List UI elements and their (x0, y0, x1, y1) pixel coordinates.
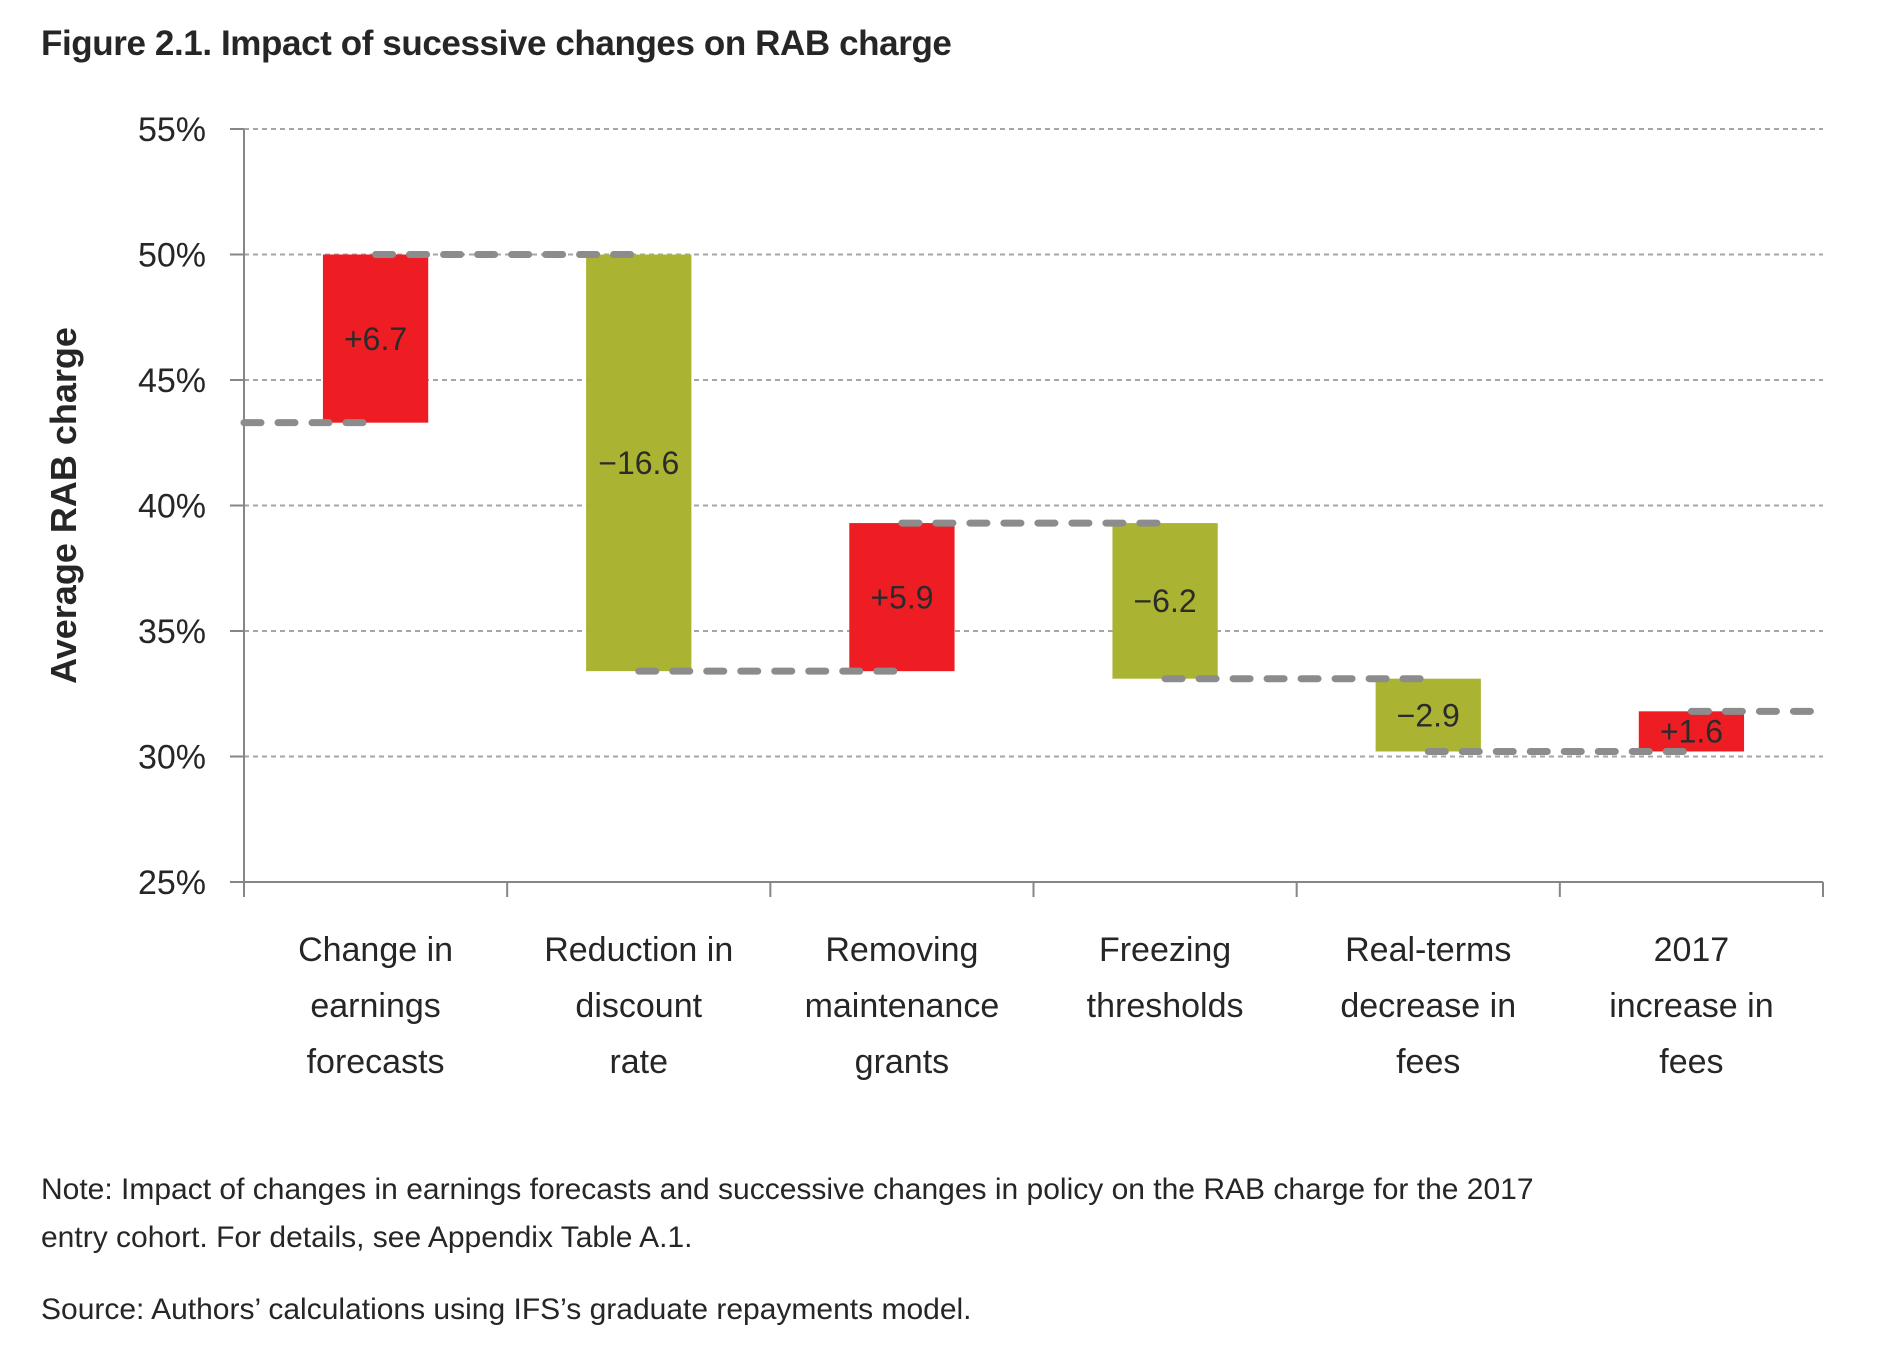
x-category-label-1: Change in earnings forecasts (298, 931, 454, 1081)
bar-value-label: −2.9 (1397, 697, 1460, 733)
y-tick-label: 35% (138, 613, 206, 651)
y-tick-label: 50% (138, 236, 206, 274)
waterfall-bar-5 (1375, 678, 1481, 752)
bar-value-label: −6.2 (1133, 583, 1196, 619)
y-tick-label: 30% (138, 738, 206, 776)
y-tick-label: 55% (138, 111, 206, 149)
x-category-label-3: Removing maintenance grants (804, 931, 1000, 1081)
bar-value-label: +1.6 (1660, 714, 1723, 750)
chart-source: Source: Authors’ calculations using IFS’… (41, 1293, 972, 1326)
x-category-label-6: 2017 increase in fees (1609, 931, 1774, 1081)
waterfall-bar-4 (1112, 523, 1218, 679)
bar-value-label: +6.7 (344, 321, 407, 357)
y-axis-title: Average RAB charge (43, 327, 84, 684)
bar-value-label: +5.9 (870, 579, 933, 615)
waterfall-bar-2 (586, 254, 692, 672)
y-tick-label: 25% (138, 864, 206, 902)
x-category-label-5: Real-terms decrease in fees (1340, 931, 1517, 1081)
waterfall-bar-6 (1638, 711, 1745, 752)
chart-note: Note: Impact of changes in earnings fore… (41, 1173, 1534, 1254)
x-category-label-4: Freezing thresholds (1086, 931, 1244, 1025)
figure-title: Figure 2.1. Impact of sucessive changes … (41, 24, 952, 63)
waterfall-bar-1 (322, 254, 429, 423)
x-category-label-2: Reduction in discount rate (544, 931, 734, 1081)
y-tick-label: 40% (138, 487, 206, 525)
bar-value-label: −16.6 (598, 445, 679, 481)
y-tick-label: 45% (138, 362, 206, 400)
waterfall-bar-3 (849, 523, 955, 672)
